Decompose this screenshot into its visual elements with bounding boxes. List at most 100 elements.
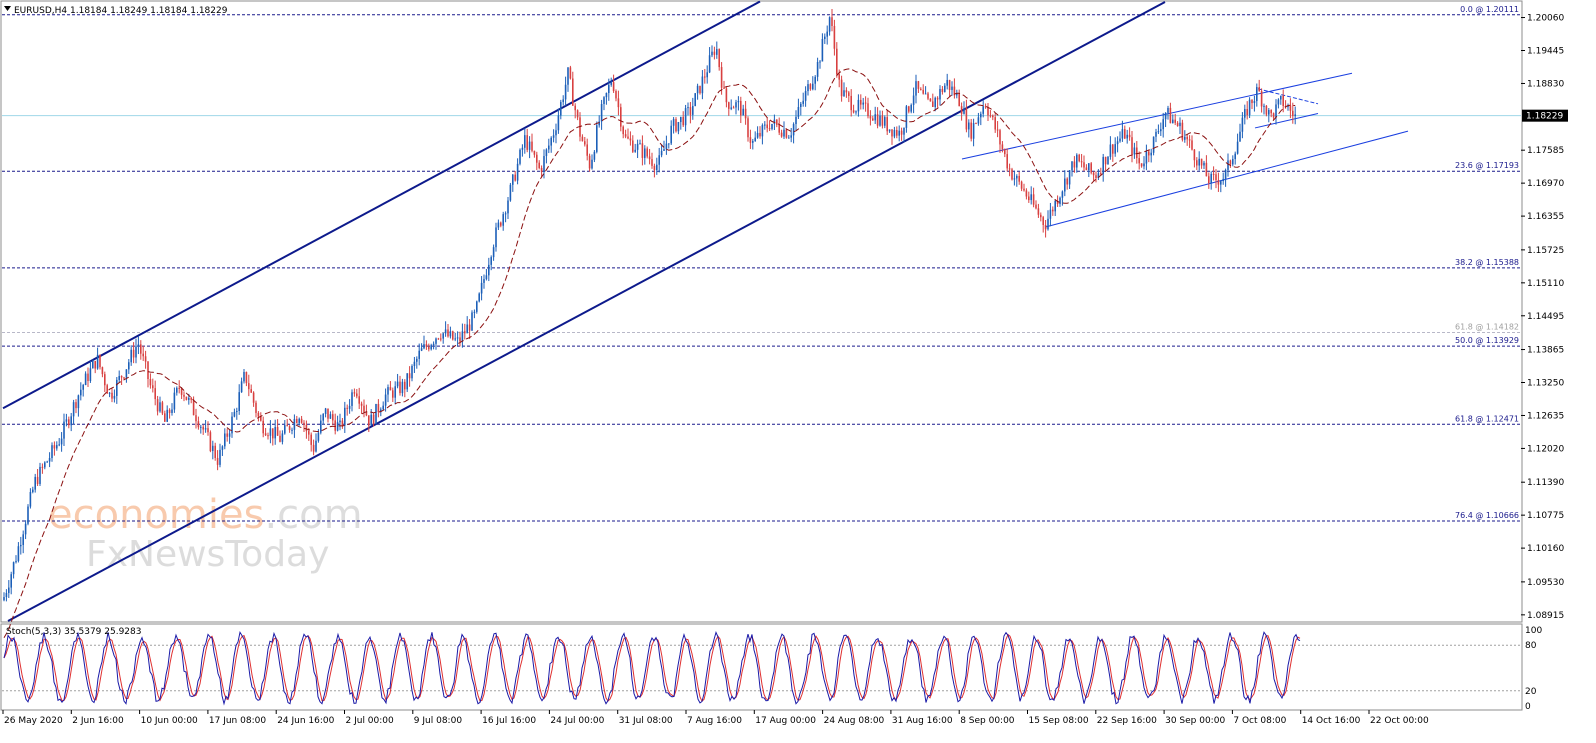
candle-body <box>399 381 401 394</box>
candle-body <box>788 137 790 139</box>
candle-body <box>262 420 264 434</box>
candle-body <box>1246 109 1248 116</box>
candle-body <box>1109 144 1112 157</box>
candle-body <box>617 98 620 108</box>
candle-body <box>1056 200 1059 205</box>
candle-body <box>248 383 250 390</box>
fibonacci-level-label: 61.8 @ 1.14182 <box>1455 323 1519 332</box>
price-axis-label: 1.13865 <box>1527 346 1564 356</box>
candle-body <box>960 106 963 114</box>
candle-body <box>257 412 260 417</box>
candle-body <box>1260 91 1263 107</box>
time-axis-label: 22 Sep 16:00 <box>1097 716 1157 726</box>
candle-body <box>641 143 644 158</box>
candle-body <box>264 433 267 436</box>
candle-body <box>171 409 173 413</box>
candle-body <box>845 90 848 93</box>
candle-body <box>656 164 658 170</box>
candle-body <box>910 104 912 112</box>
candle-body <box>1205 162 1208 177</box>
candle-body <box>430 345 432 350</box>
candle-body <box>214 445 216 458</box>
candle-body <box>492 247 495 258</box>
candle-body <box>512 174 514 185</box>
candle-body <box>574 105 576 111</box>
candle-body <box>41 466 44 468</box>
candle-body <box>898 130 900 136</box>
candle-body <box>358 396 360 404</box>
watermark-line2: FxNewsToday <box>86 534 329 575</box>
candle-body <box>528 141 531 150</box>
candle-body <box>958 93 960 107</box>
candle-body <box>1148 151 1150 156</box>
candle-body <box>497 222 500 228</box>
candle-body <box>545 149 548 157</box>
candle-body <box>689 107 692 115</box>
candle-body <box>1068 170 1071 185</box>
candle-body <box>716 49 718 55</box>
candle-body <box>238 392 240 411</box>
candle-body <box>255 402 257 413</box>
candle-body <box>447 329 449 337</box>
candle-body <box>1112 144 1114 154</box>
candle-body <box>742 108 744 116</box>
candle-body <box>377 403 380 413</box>
chevron-down-icon[interactable] <box>4 6 11 11</box>
candle-body <box>1210 173 1212 184</box>
candle-body <box>783 129 785 137</box>
candle-body <box>526 135 528 150</box>
candle-body <box>125 369 128 378</box>
candle-body <box>1114 144 1116 154</box>
candle-body <box>1133 147 1136 155</box>
candle-body <box>507 200 509 214</box>
candle-body <box>593 151 596 160</box>
candle-body <box>296 418 298 423</box>
candle-body <box>819 61 821 63</box>
candle-body <box>92 361 94 369</box>
candle-body <box>1234 153 1236 160</box>
candle-body <box>1073 161 1076 168</box>
candle-body <box>488 264 490 276</box>
candle-body <box>644 148 646 158</box>
candle-body <box>603 97 605 105</box>
candle-body <box>298 418 300 423</box>
candle-body <box>389 387 392 391</box>
candle-body <box>1157 131 1160 133</box>
candle-body <box>53 445 56 449</box>
candle-body <box>12 562 15 575</box>
candle-body <box>392 390 394 398</box>
candle-body <box>63 421 65 439</box>
candle-body <box>1188 139 1191 141</box>
watermark-line1: economies.com <box>48 492 363 538</box>
candle-body <box>140 344 142 354</box>
candle-body <box>310 434 312 445</box>
candle-body <box>406 373 408 390</box>
candle-body <box>17 546 20 561</box>
candle-body <box>531 141 533 151</box>
candle-body <box>1224 169 1227 179</box>
candle-body <box>1004 149 1006 155</box>
candle-body <box>557 115 560 131</box>
candle-body <box>1008 168 1011 170</box>
candle-body <box>720 67 723 88</box>
candle-body <box>941 89 944 93</box>
candle-body <box>629 138 632 141</box>
fibonacci-level-label: 23.6 @ 1.17193 <box>1455 161 1519 170</box>
candle-body <box>5 592 8 598</box>
candle-body <box>89 368 92 381</box>
candle-body <box>1064 178 1066 192</box>
candle-body <box>785 129 788 138</box>
candle-body <box>180 388 183 395</box>
time-axis-label: 24 Jul 00:00 <box>550 716 604 726</box>
candle-body <box>209 432 212 452</box>
candle-body <box>324 408 327 414</box>
candle-body <box>838 74 840 80</box>
candle-body <box>44 462 46 468</box>
candle-body <box>663 149 665 151</box>
candle-body <box>852 110 855 113</box>
wedge-lower-line <box>1044 130 1409 228</box>
candle-body <box>596 125 598 152</box>
candle-body <box>653 165 656 170</box>
candle-body <box>224 433 226 447</box>
